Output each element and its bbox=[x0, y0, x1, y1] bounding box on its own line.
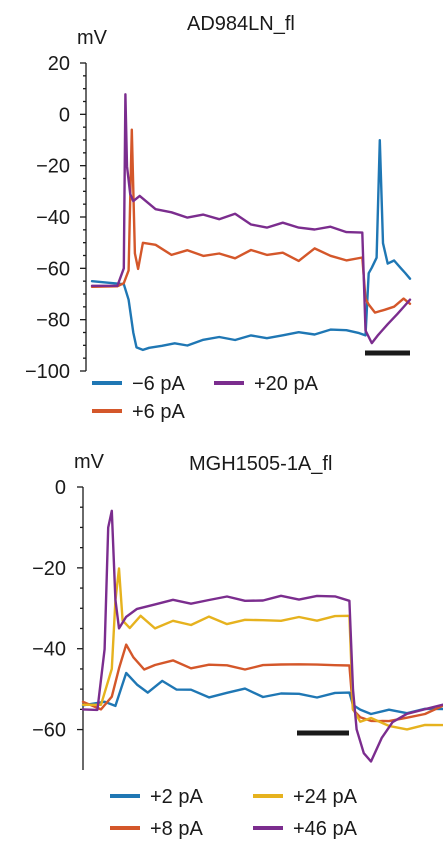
legend-label: +6 pA bbox=[132, 401, 185, 423]
y-tick-label: −60 bbox=[32, 720, 66, 742]
legend-label: +8 pA bbox=[150, 818, 203, 840]
y-tick-label: −20 bbox=[32, 558, 66, 580]
y-tick-label: −40 bbox=[36, 207, 70, 229]
legend: +2 pA +8 pA +24 pA +46 pA bbox=[110, 786, 358, 840]
legend: −6 pA +6 pA +20 pA bbox=[92, 373, 319, 423]
panel-1-unit-label: mV bbox=[77, 27, 108, 49]
legend-label: −6 pA bbox=[132, 373, 185, 395]
legend-label: +2 pA bbox=[150, 786, 203, 808]
legend-label: +20 pA bbox=[254, 373, 319, 395]
y-tick-label: −20 bbox=[36, 156, 70, 178]
panel-2-title: MGH1505-1A_fl bbox=[189, 453, 332, 475]
y-tick-label: 0 bbox=[59, 104, 70, 126]
panel-1-title: AD984LN_fl bbox=[187, 13, 295, 35]
trace-2 bbox=[90, 93, 412, 345]
legend-label: +24 pA bbox=[293, 786, 358, 808]
trace-1 bbox=[90, 128, 412, 314]
y-tick-label: −100 bbox=[25, 361, 70, 383]
panel-1-plot: 20 0 −20 −40 −60 −80 −100 −6 pA +6 pA +20 pA bbox=[25, 53, 412, 423]
y-tick-label: 20 bbox=[48, 53, 70, 75]
panel-2-plot: 0 −20 −40 −60 +2 pA +8 pA +24 pA +46 pA bbox=[32, 477, 443, 840]
trace-2 bbox=[81, 567, 443, 731]
trace-0 bbox=[90, 139, 412, 352]
y-tick-label: −40 bbox=[32, 639, 66, 661]
trace-3 bbox=[81, 509, 443, 763]
trace-1 bbox=[81, 643, 443, 723]
y-tick-label: 0 bbox=[55, 477, 66, 499]
y-tick-label: −60 bbox=[36, 258, 70, 280]
trace-0 bbox=[81, 671, 443, 716]
panel-2-unit-label: mV bbox=[74, 451, 105, 473]
legend-label: +46 pA bbox=[293, 818, 358, 840]
y-tick-label: −80 bbox=[36, 310, 70, 332]
